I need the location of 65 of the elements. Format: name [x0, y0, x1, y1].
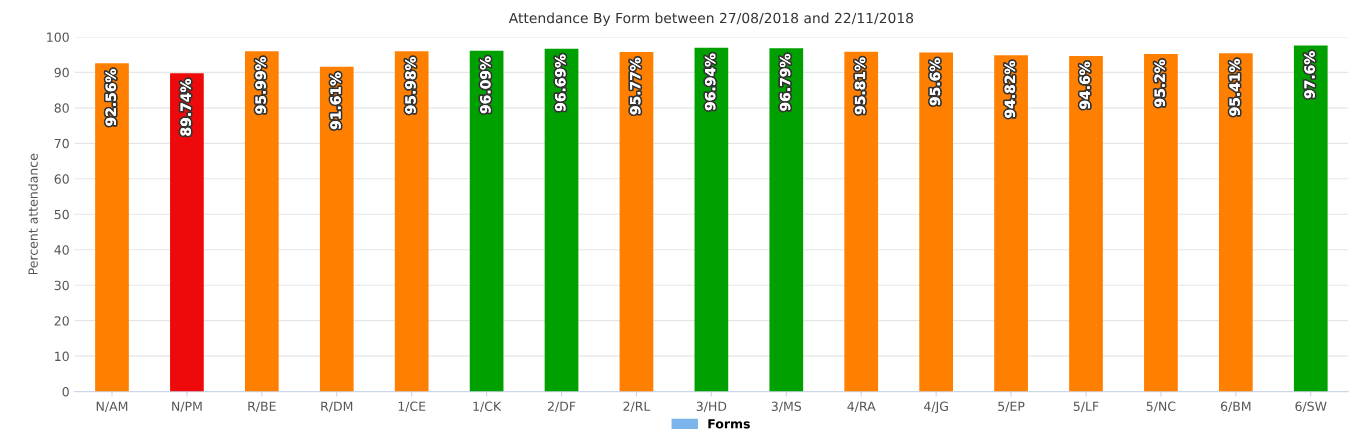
- y-tick-label: 0: [62, 387, 69, 397]
- y-tick-label: 60: [54, 174, 69, 184]
- bar: [544, 48, 579, 392]
- data-label: 95.77%: [629, 57, 641, 115]
- x-tick-label: 3/MS: [771, 401, 802, 412]
- x-tick-label: N/AM: [96, 401, 128, 412]
- x-tick-label: 1/CE: [398, 401, 426, 412]
- bar: [844, 51, 879, 392]
- bar: [1144, 53, 1178, 392]
- bar: [394, 51, 429, 392]
- bar: [244, 51, 279, 392]
- bar: [1069, 56, 1103, 392]
- bar: [1218, 53, 1253, 392]
- data-label: 95.81%: [854, 57, 866, 115]
- y-tick-label: 30: [54, 280, 69, 291]
- data-label: 94.82%: [1004, 61, 1016, 118]
- x-tick-label: 1/CK: [473, 401, 502, 412]
- bar: [95, 63, 129, 392]
- x-tick-label: 5/EP: [998, 401, 1025, 412]
- data-label: 95.99%: [255, 56, 266, 114]
- bar: [319, 66, 354, 392]
- data-label: 89.74%: [180, 79, 191, 136]
- data-label: 96.69%: [555, 54, 566, 112]
- data-label: 95.6%: [929, 58, 941, 106]
- bar: [919, 52, 953, 392]
- y-axis-title: Percent attendance: [28, 153, 38, 275]
- y-tick-label: 100: [47, 32, 69, 42]
- y-tick-label: 20: [54, 316, 69, 326]
- data-label: 92.56%: [105, 69, 117, 126]
- y-tick-label: 40: [54, 245, 69, 255]
- x-tick-label: 2/RL: [623, 401, 651, 412]
- text: Forms: [708, 419, 750, 429]
- y-tick-label: 50: [54, 209, 69, 220]
- data-label: 91.61%: [330, 72, 341, 130]
- data-label: 96.09%: [480, 56, 491, 114]
- data-label: 94.6%: [1079, 61, 1091, 109]
- x-tick-label: 2/DF: [547, 401, 576, 412]
- x-tick-label: 6/BM: [1220, 401, 1251, 412]
- x-tick-label: 3/HD: [696, 401, 727, 412]
- x-tick-label: 5/LF: [1073, 401, 1099, 412]
- bar: [994, 55, 1028, 392]
- data-label: 95.2%: [1154, 59, 1165, 107]
- x-tick-label: 5/NC: [1146, 401, 1176, 412]
- x-tick-label: R/DM: [321, 401, 353, 412]
- bar: [1293, 45, 1328, 392]
- y-tick-label: 70: [54, 138, 69, 149]
- bar: [170, 73, 204, 392]
- x-tick-label: 6/SW: [1295, 401, 1327, 412]
- y-tick-label: 90: [54, 67, 69, 78]
- bar: [694, 47, 729, 392]
- x-tick-label: 4/RA: [847, 401, 876, 412]
- y-tick-label: 80: [54, 103, 69, 113]
- data-label: 95.98%: [405, 56, 416, 114]
- y-tick-label: 10: [55, 351, 69, 362]
- x-tick-label: R/BE: [248, 401, 276, 412]
- data-label: 97.6%: [1304, 51, 1315, 99]
- x-tick-label: N/PM: [172, 401, 202, 412]
- bar: [769, 48, 804, 392]
- data-label: 96.94%: [704, 53, 716, 111]
- data-label: 96.79%: [779, 54, 791, 111]
- data-label: 95.41%: [1229, 58, 1240, 116]
- chart-title: Attendance By Form between 27/08/2018 and 22/11/2018: [508, 12, 914, 26]
- bar: [619, 51, 654, 392]
- x-tick-label: 4/JG: [923, 401, 948, 414]
- bar: [469, 50, 504, 392]
